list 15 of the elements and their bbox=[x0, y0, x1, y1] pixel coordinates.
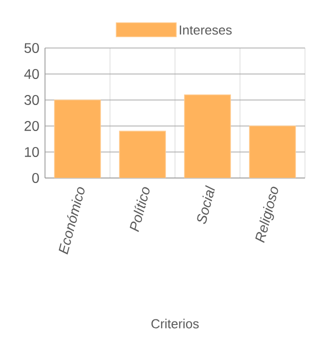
legend-label: Intereses bbox=[180, 26, 232, 35]
x-tick-label: Social bbox=[197, 185, 215, 224]
bar bbox=[184, 94, 231, 178]
bar bbox=[249, 126, 296, 178]
y-tick-label: 40 bbox=[24, 69, 39, 79]
y-tick-label: 30 bbox=[24, 95, 39, 105]
y-tick-label: 20 bbox=[24, 121, 39, 131]
x-axis-title: Criterios bbox=[151, 318, 199, 328]
bar bbox=[54, 100, 101, 178]
x-tick-label: Religioso bbox=[255, 186, 278, 243]
y-tick-label: 0 bbox=[32, 173, 39, 183]
bar bbox=[119, 130, 166, 178]
x-tick-label: Político bbox=[130, 187, 150, 232]
y-tick-label: 10 bbox=[24, 147, 39, 157]
y-tick-label: 50 bbox=[24, 43, 39, 53]
